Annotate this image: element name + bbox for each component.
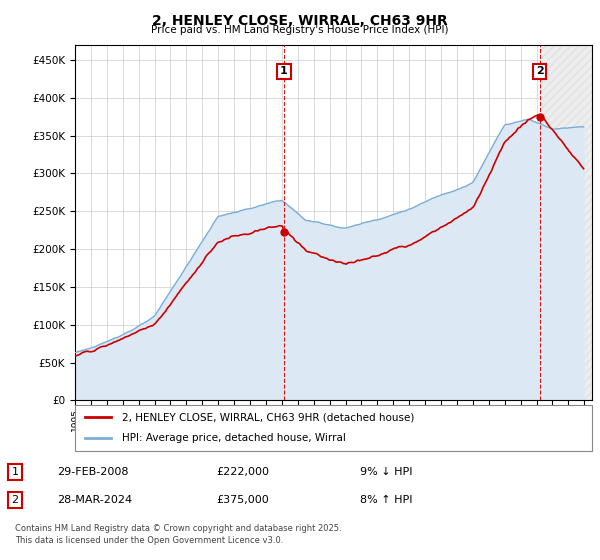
Text: 8% ↑ HPI: 8% ↑ HPI [360, 495, 413, 505]
Text: 28-MAR-2024: 28-MAR-2024 [57, 495, 132, 505]
Text: Contains HM Land Registry data © Crown copyright and database right 2025.
This d: Contains HM Land Registry data © Crown c… [15, 524, 341, 545]
Text: £375,000: £375,000 [216, 495, 269, 505]
Text: £222,000: £222,000 [216, 467, 269, 477]
Text: 2: 2 [11, 495, 19, 505]
Text: 1: 1 [11, 467, 19, 477]
Text: 1: 1 [280, 66, 288, 76]
Text: 29-FEB-2008: 29-FEB-2008 [57, 467, 128, 477]
Text: HPI: Average price, detached house, Wirral: HPI: Average price, detached house, Wirr… [122, 433, 346, 443]
Text: 9% ↓ HPI: 9% ↓ HPI [360, 467, 413, 477]
Text: 2, HENLEY CLOSE, WIRRAL, CH63 9HR: 2, HENLEY CLOSE, WIRRAL, CH63 9HR [152, 14, 448, 28]
Text: Price paid vs. HM Land Registry's House Price Index (HPI): Price paid vs. HM Land Registry's House … [151, 25, 449, 35]
Text: 2: 2 [536, 66, 544, 76]
Text: 2, HENLEY CLOSE, WIRRAL, CH63 9HR (detached house): 2, HENLEY CLOSE, WIRRAL, CH63 9HR (detac… [122, 412, 414, 422]
FancyBboxPatch shape [75, 405, 592, 451]
